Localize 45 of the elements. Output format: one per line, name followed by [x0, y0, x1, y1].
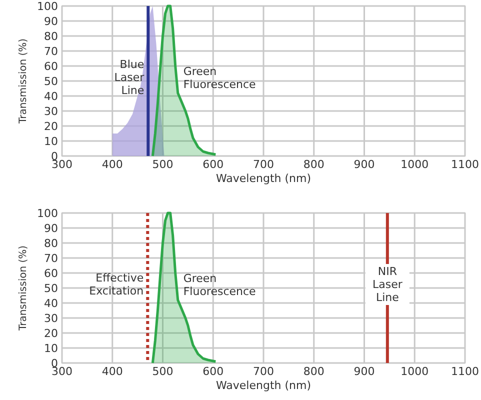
ref-line-label: NIR Laser Line [372, 265, 403, 304]
x-tick-label: 500 [152, 158, 174, 171]
x-tick-label: 1100 [451, 158, 479, 171]
y-tick-label: 70 [44, 252, 58, 265]
y-tick-label: 40 [44, 90, 58, 103]
y-tick-label: 60 [44, 60, 58, 73]
y-tick-label: 90 [44, 222, 58, 235]
x-tick-label: 900 [354, 158, 375, 171]
x-tick-label: 1000 [400, 158, 429, 171]
x-tick-label: 1000 [400, 365, 429, 378]
y-tick-label: 30 [44, 312, 58, 325]
y-tick-label: 20 [44, 327, 58, 340]
y-tick-label: 10 [44, 135, 58, 148]
y-axis-title: Transmission (%) [18, 245, 29, 332]
x-tick-label: 400 [102, 365, 123, 378]
y-tick-label: 80 [44, 30, 58, 43]
y-tick-label: 60 [44, 267, 58, 280]
x-tick-label: 800 [303, 158, 324, 171]
x-tick-label: 400 [102, 158, 123, 171]
y-tick-label: 40 [44, 297, 58, 310]
y-tick-label: 90 [44, 15, 58, 28]
series-label: Green Fluorescence [183, 65, 256, 91]
y-axis-title: Transmission (%) [18, 38, 29, 125]
ref-line-label: Effective Excitation [89, 272, 144, 298]
x-tick-label: 900 [354, 365, 375, 378]
y-tick-label: 80 [44, 237, 58, 250]
y-tick-label: 30 [44, 105, 58, 118]
x-tick-label: 700 [253, 365, 274, 378]
ref-line-label: Blue Laser Line [114, 58, 145, 97]
y-tick-label: 100 [37, 0, 58, 13]
series-label: Green Fluorescence [183, 272, 256, 298]
x-axis-title: Wavelength (nm) [216, 172, 312, 185]
y-tick-label: 100 [37, 207, 58, 220]
x-tick-label: 700 [253, 158, 274, 171]
y-tick-label: 70 [44, 45, 58, 58]
x-tick-label: 800 [303, 365, 324, 378]
x-tick-label: 600 [202, 365, 224, 378]
x-tick-label: 500 [152, 365, 174, 378]
x-tick-label: 600 [202, 158, 224, 171]
y-tick-label: 20 [44, 120, 58, 133]
x-tick-label: 1100 [451, 365, 479, 378]
y-tick-label: 50 [44, 75, 58, 88]
y-tick-label: 50 [44, 282, 58, 295]
x-axis-title: Wavelength (nm) [216, 379, 312, 392]
y-tick-label: 10 [44, 342, 58, 355]
